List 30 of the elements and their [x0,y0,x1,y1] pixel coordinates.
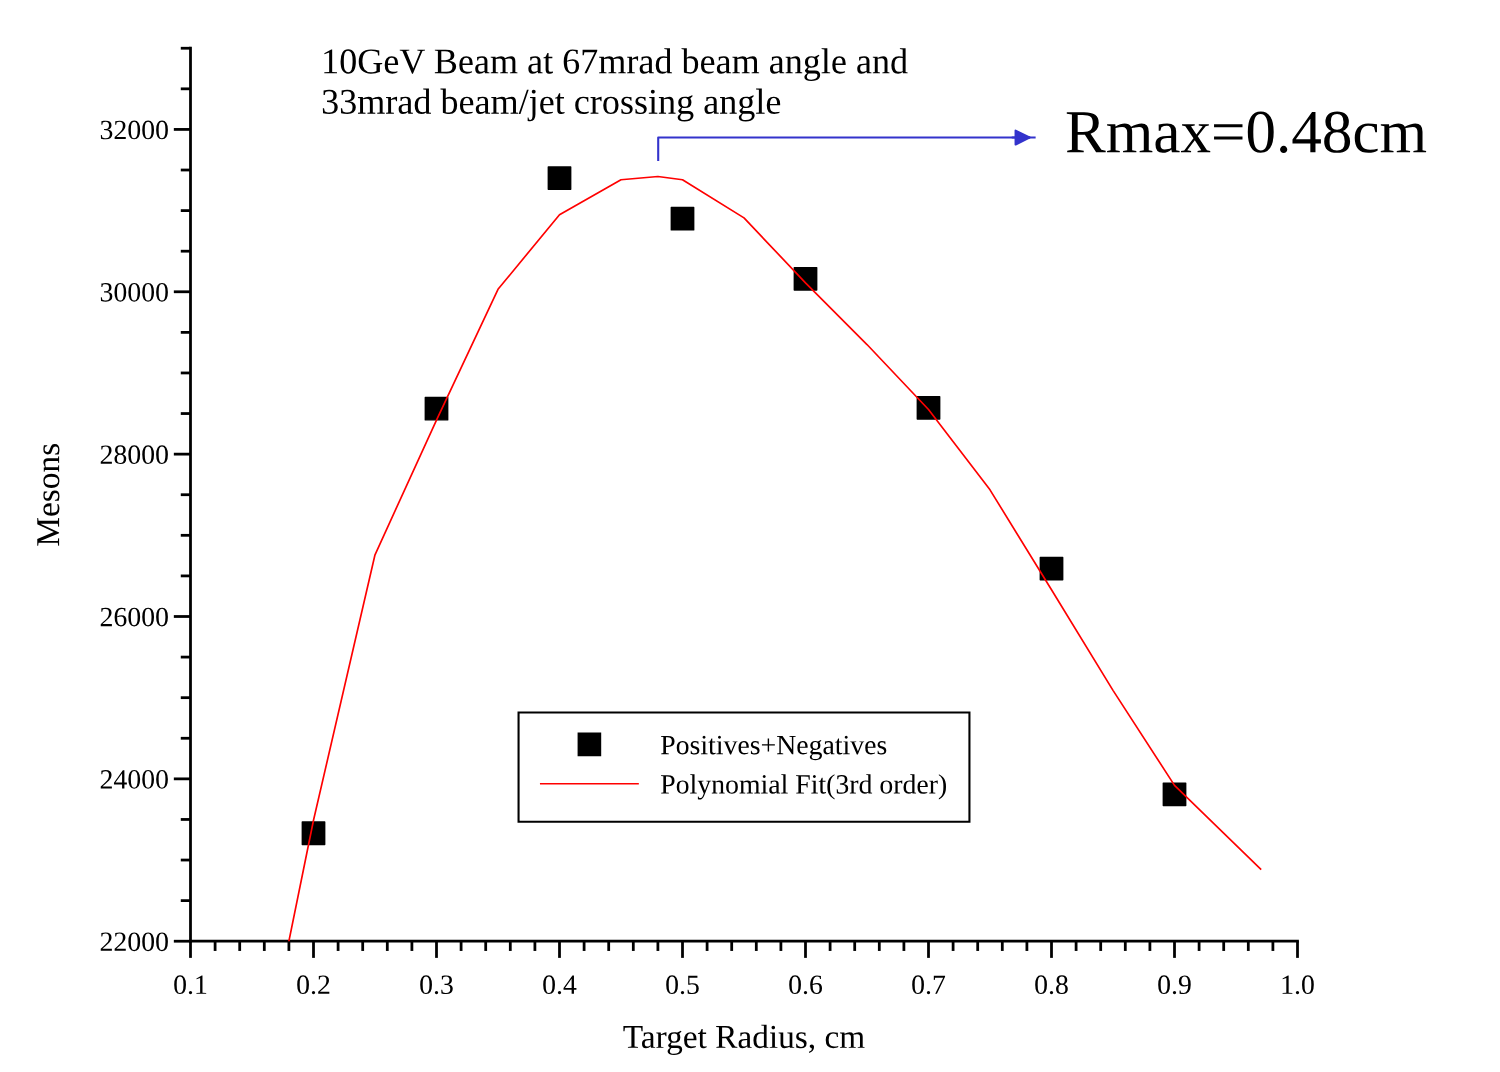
x-tick-label: 0.3 [420,975,453,995]
x-tick-label: 0.5 [666,975,699,995]
point [1039,556,1064,581]
x-tick-label: 0.6 [789,975,823,995]
x-tick-label: 1.0 [1282,975,1314,995]
y-axis-title: Mesons [37,444,60,546]
annotation: Rmax=0.48cm [1066,111,1427,154]
line-series [288,175,1262,942]
legend-label: Positives+Negatives [661,735,887,761]
y-tick-label: 26000 [100,607,168,627]
point [424,396,449,421]
y-tick-label: 24000 [100,770,168,789]
x-tick-label: 0.4 [543,975,577,995]
x-axis-title: Target Radius, cm [623,1024,865,1056]
chart-title: 10GeV Beam at 67mrad beam angle and 33mrad beam/jet crossing angle [322,48,908,122]
y-tick-label: 32000 [100,120,168,140]
x-tick-label: 0.1 [174,975,207,995]
x-tick-label: 0.8 [1035,975,1068,995]
x-tick-label: 0.7 [912,975,946,995]
y-tick-label: 30000 [100,282,168,302]
point [301,821,326,846]
point [1162,782,1187,807]
y-tick-label: 28000 [100,445,168,465]
point [547,166,572,191]
x-tick-label: 0.2 [297,975,330,995]
point [793,266,818,291]
x-tick-label: 0.9 [1158,975,1191,995]
y-tick-label: 22000 [100,932,168,952]
legend-label: Polynomial Fit(3rd order) [661,774,947,800]
point [670,206,695,231]
